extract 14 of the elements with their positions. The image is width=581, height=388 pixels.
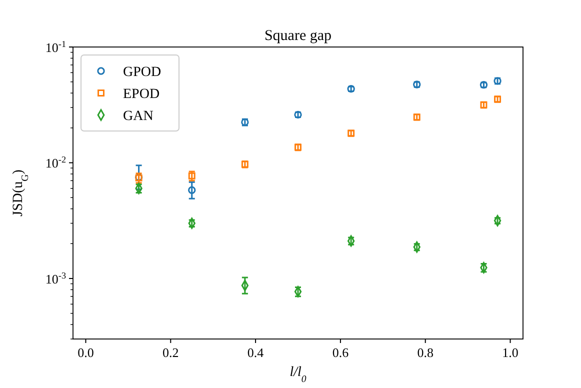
legend-label: EPOD <box>123 87 160 102</box>
chart-title: Square gap <box>264 28 332 44</box>
legend-label: GPOD <box>123 65 162 80</box>
x-tick-label: 0.2 <box>162 345 179 360</box>
x-tick-label: 0.6 <box>332 345 350 360</box>
x-axis-title: l/l$_{0}$ <box>290 365 306 384</box>
y-tick-label: 10$^{-1}$ <box>45 39 66 55</box>
x-tick-label: 0.8 <box>417 345 434 360</box>
x-tick-label: 1.0 <box>502 345 518 360</box>
y-tick-label: 10$^{-3}$ <box>45 270 66 286</box>
legend-label: GAN <box>123 109 154 124</box>
y-tick-label: 10$^{-2}$ <box>45 154 66 171</box>
x-tick-label: 0.0 <box>78 345 94 360</box>
x-tick-label: 0.4 <box>247 345 264 360</box>
